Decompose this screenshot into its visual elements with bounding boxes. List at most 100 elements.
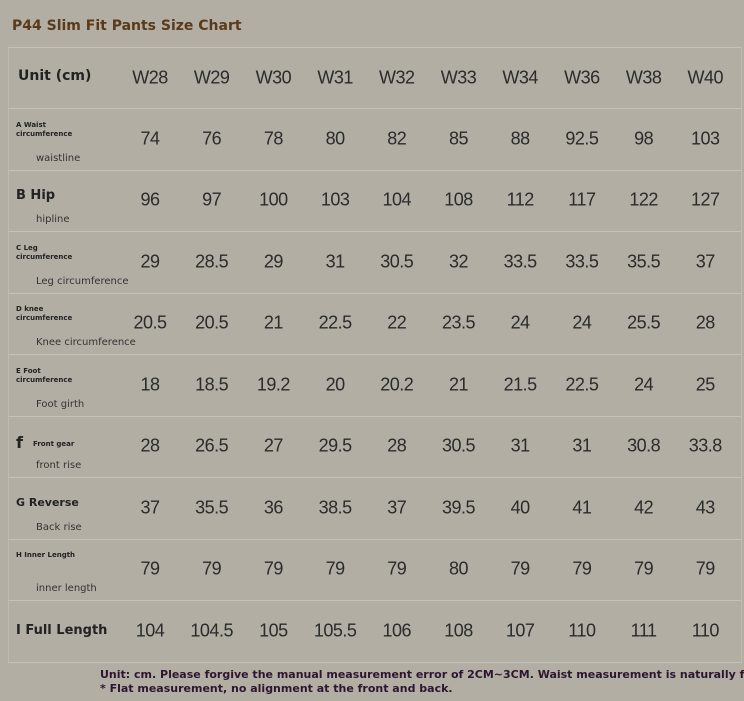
value: 25.5 bbox=[627, 312, 661, 333]
value: 18.5 bbox=[195, 374, 229, 395]
value: 28 bbox=[140, 435, 160, 456]
size-header: W33 bbox=[440, 67, 477, 88]
value: 24 bbox=[634, 374, 654, 395]
value: 96 bbox=[140, 189, 160, 210]
value: 103 bbox=[691, 128, 720, 149]
value: 78 bbox=[263, 128, 284, 149]
value: 79 bbox=[572, 558, 592, 579]
value: 79 bbox=[202, 558, 222, 579]
row-sublabel: Back rise bbox=[36, 521, 82, 533]
row-divider bbox=[8, 231, 742, 232]
value: 111 bbox=[630, 620, 657, 641]
value: 100 bbox=[259, 189, 288, 210]
row-label: B Hip bbox=[16, 188, 56, 204]
value: 24 bbox=[572, 312, 592, 333]
value: 79 bbox=[387, 558, 407, 579]
value: 40 bbox=[510, 497, 531, 518]
value: 98 bbox=[634, 128, 654, 149]
value: 32 bbox=[448, 251, 469, 272]
value: 104 bbox=[382, 189, 412, 210]
value: 28 bbox=[695, 312, 716, 333]
value: 79 bbox=[140, 558, 160, 579]
border bbox=[741, 47, 742, 662]
border bbox=[8, 47, 742, 48]
value: 18 bbox=[140, 374, 160, 395]
value: 22.5 bbox=[565, 374, 599, 395]
value: 27 bbox=[263, 435, 284, 456]
value: 43 bbox=[695, 497, 716, 518]
value: 26.5 bbox=[195, 435, 229, 456]
size-header: W28 bbox=[132, 67, 168, 88]
value: 103 bbox=[320, 189, 350, 210]
row-divider bbox=[8, 169, 742, 171]
value: 37 bbox=[387, 497, 407, 518]
value: 31 bbox=[325, 251, 346, 272]
value: 37 bbox=[695, 251, 716, 272]
value: 20.5 bbox=[133, 312, 167, 333]
size-header: W38 bbox=[625, 67, 662, 88]
row-divider bbox=[8, 354, 742, 355]
row-sublabel: inner length bbox=[36, 583, 97, 595]
size-header: W31 bbox=[317, 67, 353, 88]
row-sublabel: front rise bbox=[36, 460, 82, 472]
size-header: W29 bbox=[193, 67, 230, 88]
value: 29.5 bbox=[318, 435, 353, 456]
value: 28.5 bbox=[195, 251, 229, 272]
row-label: H Inner Length bbox=[16, 551, 76, 560]
value: 38.5 bbox=[318, 497, 353, 518]
value: 30.8 bbox=[627, 435, 661, 456]
value: 22.5 bbox=[318, 312, 353, 333]
size-header: W34 bbox=[502, 67, 538, 88]
row-sublabel: Foot girth bbox=[36, 398, 85, 410]
value: 107 bbox=[505, 620, 535, 641]
value: 80 bbox=[325, 128, 346, 149]
value: 104.5 bbox=[190, 620, 233, 641]
value: 24 bbox=[510, 312, 531, 333]
value: 85 bbox=[448, 128, 469, 149]
note: Unit: cm. Please forgive the manual meas… bbox=[100, 668, 744, 681]
value: 31 bbox=[510, 435, 531, 456]
value: 41 bbox=[572, 497, 592, 518]
value: 20 bbox=[325, 374, 346, 395]
value: 37 bbox=[140, 497, 160, 518]
row-sublabel: waistline bbox=[36, 152, 81, 164]
value: 20.5 bbox=[195, 312, 229, 333]
value: 79 bbox=[263, 558, 284, 579]
row-label: D knee circumference bbox=[16, 305, 73, 323]
value: 105.5 bbox=[313, 620, 357, 641]
row-label: G Reverse bbox=[16, 495, 79, 509]
value: 19.2 bbox=[256, 374, 291, 395]
row-divider bbox=[8, 292, 742, 294]
value: 108 bbox=[444, 620, 473, 641]
value: 79 bbox=[634, 558, 654, 579]
value: 79 bbox=[325, 558, 346, 579]
row-divider bbox=[8, 600, 742, 601]
value: 76 bbox=[202, 128, 222, 149]
value: 112 bbox=[506, 189, 535, 210]
value: 23.5 bbox=[441, 312, 476, 333]
value: 30.5 bbox=[380, 251, 414, 272]
value: 80 bbox=[448, 558, 469, 579]
row-label: I Full Length bbox=[16, 622, 108, 638]
value: 88 bbox=[510, 128, 531, 149]
value: 82 bbox=[387, 128, 407, 149]
row-divider bbox=[8, 661, 742, 663]
value: 21 bbox=[263, 312, 284, 333]
value: 21 bbox=[448, 374, 469, 395]
row-divider bbox=[8, 108, 742, 109]
row-label: C Leg circumference bbox=[16, 243, 73, 261]
value: 108 bbox=[444, 189, 473, 210]
value: 29 bbox=[140, 251, 160, 272]
row-label: E Foot circumference bbox=[16, 366, 73, 384]
value: 39.5 bbox=[441, 497, 476, 518]
row-divider bbox=[8, 477, 742, 478]
note: * Flat measurement, no alignment at the … bbox=[100, 682, 453, 695]
row-label: Front gear bbox=[33, 440, 75, 449]
value: 35.5 bbox=[627, 251, 661, 272]
size-header: W36 bbox=[564, 67, 600, 88]
row-divider bbox=[8, 538, 742, 540]
value: 97 bbox=[202, 189, 222, 210]
size-header: W32 bbox=[379, 67, 415, 88]
value: 104 bbox=[135, 620, 165, 641]
